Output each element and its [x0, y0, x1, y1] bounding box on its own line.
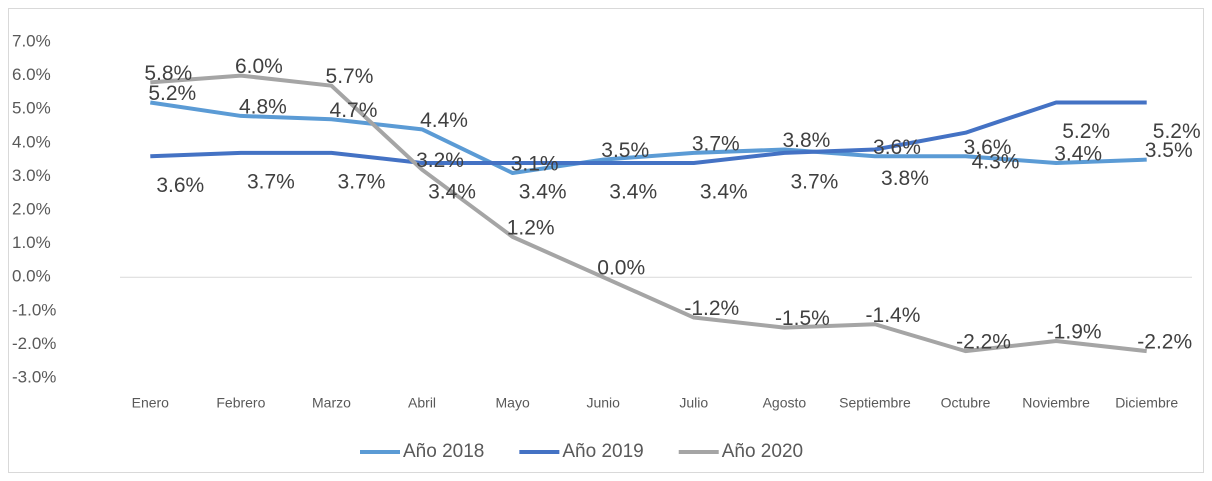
chart-border: [8, 8, 1204, 473]
data-label: 5.2%: [1062, 120, 1110, 143]
y-tick-label: 3.0%: [12, 166, 51, 185]
data-label: -1.2%: [684, 297, 739, 320]
x-tick-label: Mayo: [496, 395, 530, 411]
data-label: 3.6%: [156, 174, 204, 197]
data-label: 3.4%: [428, 181, 476, 204]
data-label: 4.7%: [330, 99, 378, 122]
y-tick-label: 4.0%: [12, 132, 51, 151]
x-tick-label: Enero: [132, 395, 170, 411]
data-label: -1.9%: [1047, 321, 1102, 344]
data-label: 3.7%: [247, 170, 295, 193]
data-label: -1.5%: [775, 307, 830, 330]
data-label: 5.7%: [326, 65, 374, 88]
x-tick-label: Octubre: [941, 395, 991, 411]
data-label: 5.2%: [1153, 120, 1201, 143]
y-tick-label: -1.0%: [12, 300, 56, 319]
x-tick-label: Abril: [408, 395, 436, 411]
data-label: 5.2%: [148, 82, 196, 105]
data-label: 5.8%: [144, 62, 192, 85]
data-label: 3.7%: [790, 170, 838, 193]
data-label: 3.8%: [782, 129, 830, 152]
data-label: 3.4%: [609, 181, 657, 204]
x-tick-label: Noviembre: [1022, 395, 1090, 411]
x-tick-label: Agosto: [763, 395, 807, 411]
data-label: 3.2%: [416, 149, 464, 172]
legend-label: Año 2019: [562, 441, 643, 462]
x-tick-label: Marzo: [312, 395, 351, 411]
data-label: -2.2%: [956, 331, 1011, 354]
data-label: 3.1%: [511, 153, 559, 176]
series-line: [150, 100, 1147, 165]
data-label: 4.8%: [239, 95, 287, 118]
legend-label: Año 2020: [722, 441, 803, 462]
data-label: 3.5%: [1145, 139, 1193, 162]
data-label: 1.2%: [507, 216, 555, 239]
data-label: 6.0%: [235, 55, 283, 78]
y-tick-label: 2.0%: [12, 199, 51, 218]
x-tick-label: Febrero: [216, 395, 265, 411]
y-tick-label: -3.0%: [12, 367, 56, 386]
data-label: 0.0%: [597, 257, 645, 280]
series-line: [150, 73, 1147, 354]
data-label: 3.6%: [873, 136, 921, 159]
data-label: -1.4%: [866, 304, 921, 327]
y-tick-label: 5.0%: [12, 99, 51, 118]
x-tick-label: Diciembre: [1115, 395, 1178, 411]
y-tick-label: -2.0%: [12, 334, 56, 353]
data-label: 3.6%: [964, 136, 1012, 159]
data-label: 3.4%: [700, 181, 748, 204]
series-line: [149, 100, 1147, 176]
x-tick-label: Julio: [679, 395, 708, 411]
y-tick-label: 1.0%: [12, 233, 51, 252]
data-label: 4.3%: [972, 150, 1020, 173]
data-label: -2.2%: [1137, 331, 1192, 354]
data-label: 3.7%: [338, 170, 386, 193]
data-label: 3.4%: [1054, 143, 1102, 166]
data-label: 3.7%: [692, 132, 740, 155]
x-tick-label: Septiembre: [839, 395, 911, 411]
y-tick-label: 6.0%: [12, 65, 51, 84]
data-label: 4.4%: [420, 109, 468, 132]
data-label: 3.5%: [601, 139, 649, 162]
x-tick-label: Junio: [586, 395, 620, 411]
legend-label: Año 2018: [403, 441, 484, 462]
y-tick-label: 7.0%: [12, 31, 51, 50]
data-label: 3.4%: [519, 181, 567, 204]
y-tick-label: 0.0%: [12, 267, 51, 286]
data-label: 3.8%: [881, 167, 929, 190]
